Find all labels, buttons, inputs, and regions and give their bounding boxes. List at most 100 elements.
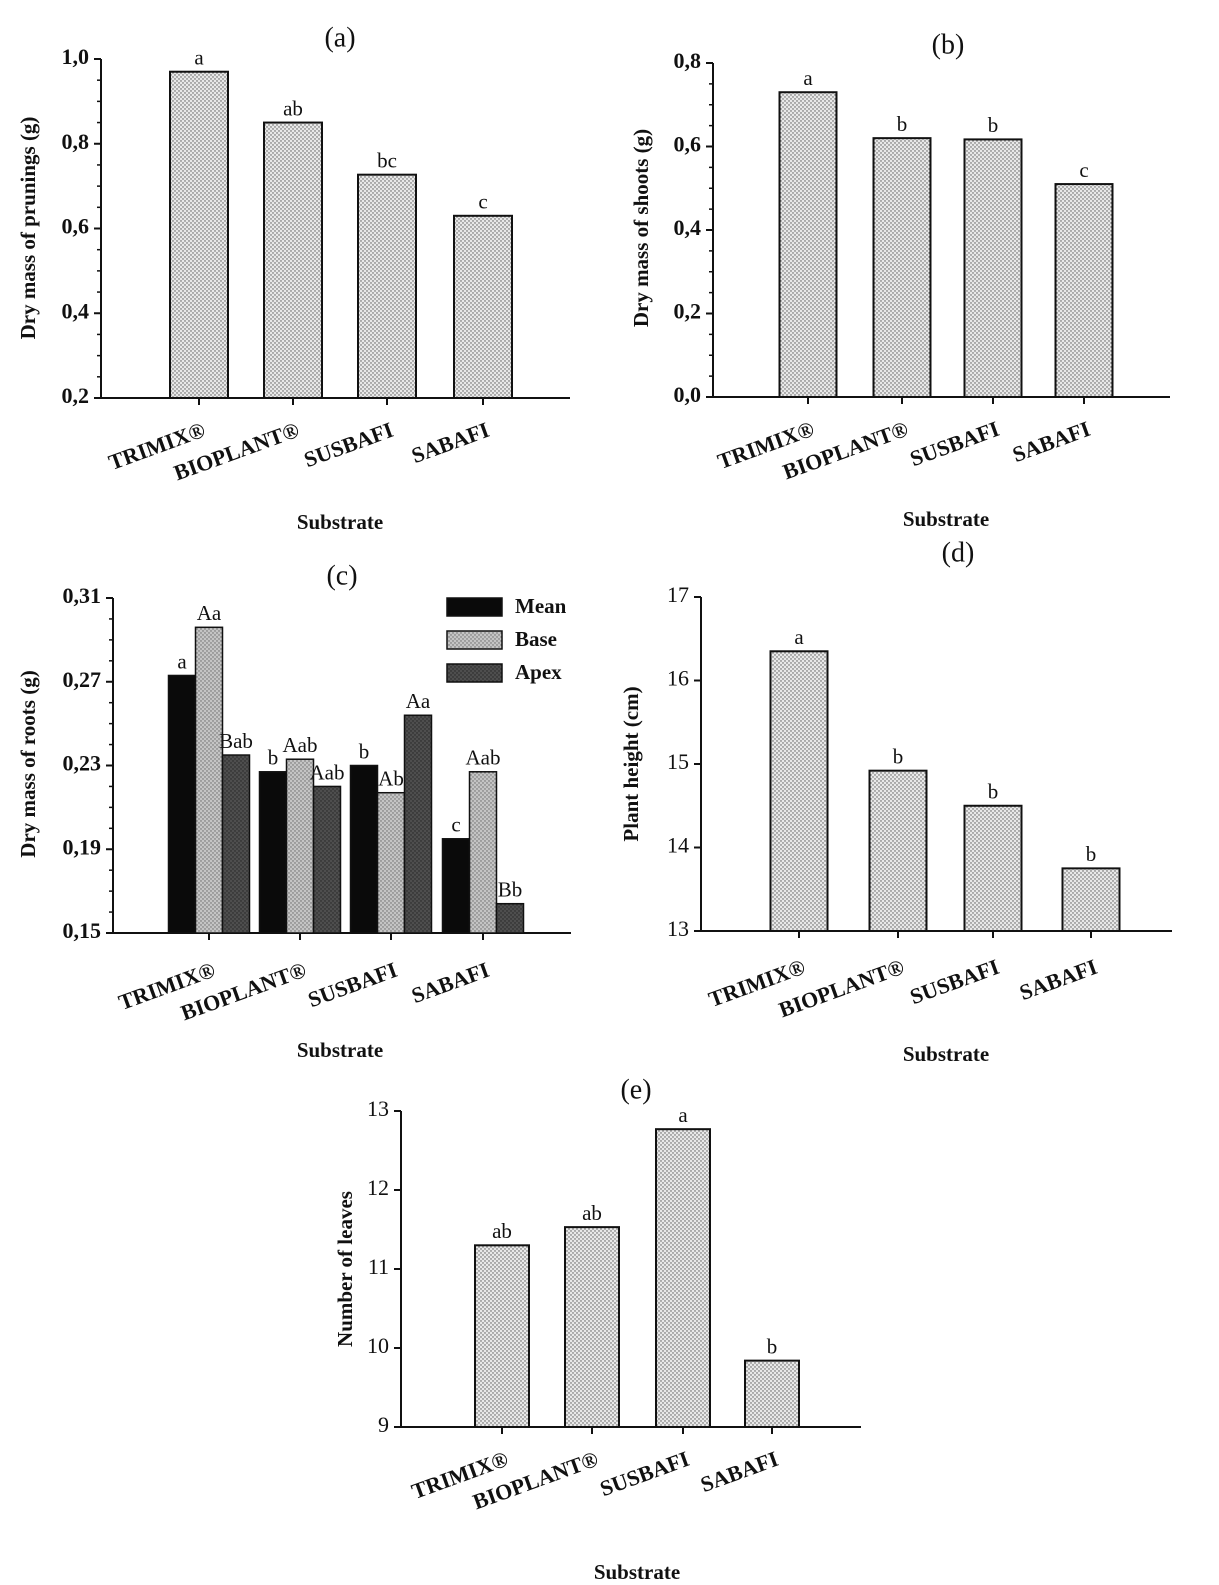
y-tick-label: 14 [667,833,689,858]
chart-panel-c: (c) 0,15 0,19 0,23 0,27 0,31 Dry mass of roots… [16,560,571,1062]
chart-panel-b: (b) 0,0 0,2 0,4 0,6 0,8 Dry mass of shoots (g)… [629,29,1170,531]
category-label: SABAFI [697,1446,781,1497]
x-axis-title: Substrate [594,1560,680,1584]
significance-label: Ab [378,767,404,791]
y-tick-label: 17 [667,582,689,607]
x-axis-title: Substrate [297,510,383,534]
y-axis-title: Number of leaves [333,1191,357,1347]
bar-base-2 [376,791,406,934]
y-tick-label: 0,0 [674,382,702,407]
significance-label: b [893,744,904,768]
bar-apex-2 [403,714,433,934]
panel-label-c: (c) [326,560,357,591]
significance-label: a [678,1103,688,1127]
panel-label-d: (d) [942,537,975,568]
significance-label: b [1086,842,1097,866]
y-tick-label: 1,0 [62,44,90,69]
bar-a-3 [453,214,513,399]
y-axis-title: Dry mass of roots (g) [16,670,40,857]
bar-d-0 [769,650,829,933]
legend-swatch-mean [446,597,503,617]
panel-label-e: (e) [620,1074,651,1105]
significance-label: Aab [310,760,345,784]
category-label: SUSBAFI [305,957,401,1012]
y-tick-label: 0,27 [63,667,102,692]
bar-mean-0 [167,674,197,934]
y-axis-title: Plant height (cm) [619,686,643,841]
y-tick-label: 0,4 [62,298,90,323]
category-label: SABAFI [1016,954,1100,1005]
significance-label: ab [492,1219,512,1243]
y-tick-label: 0,31 [63,583,102,608]
significance-label: c [478,190,487,214]
panel-label-b: (b) [932,29,965,60]
significance-label: Bb [498,878,523,902]
category-label: SUSBAFI [301,417,397,472]
significance-label: a [177,649,187,673]
y-tick-label: 9 [378,1412,389,1437]
legend-label-mean: Mean [515,594,567,618]
significance-label: Aab [466,746,501,770]
y-tick-label: 10 [367,1333,389,1358]
y-tick-label: 13 [367,1096,389,1121]
significance-label: Bab [219,729,253,753]
y-tick-label: 0,19 [63,834,102,859]
significance-label: b [359,739,370,763]
category-label: SABAFI [1009,416,1093,467]
significance-label: b [988,113,999,137]
bar-base-1 [285,758,315,934]
significance-label: c [1079,158,1088,182]
y-tick-label: 0,6 [674,132,702,157]
y-tick-label: 0,8 [62,129,90,154]
bar-e-1 [564,1226,620,1428]
category-label: SABAFI [408,417,492,468]
bar-b-0 [778,91,838,398]
significance-label: bc [377,148,397,172]
bar-mean-2 [349,764,379,934]
significance-label: Aa [197,601,222,625]
panel-label-a: (a) [324,22,355,53]
y-tick-label: 0,4 [674,215,702,240]
significance-label: a [803,66,813,90]
significance-label: b [988,780,999,804]
significance-label: b [767,1334,778,1358]
y-tick-label: 13 [667,916,689,941]
x-axis-title: Substrate [903,507,989,531]
x-axis-title: Substrate [297,1038,383,1062]
significance-label: b [897,112,908,136]
bar-base-0 [194,626,224,934]
significance-label: Aa [406,689,431,713]
bar-d-1 [868,769,928,932]
bar-apex-3 [495,902,525,934]
y-tick-label: 0,8 [674,48,702,73]
y-tick-label: 16 [667,666,689,691]
bar-e-2 [655,1128,711,1429]
bar-apex-1 [312,785,342,934]
y-tick-label: 0,2 [674,299,702,324]
x-axis-title: Substrate [903,1042,989,1066]
bar-e-0 [474,1244,530,1429]
y-tick-label: 15 [667,749,689,774]
legend-label-apex: Apex [515,660,562,684]
significance-label: a [194,46,204,70]
y-axis-title: Dry mass of shoots (g) [629,129,653,327]
bar-a-2 [357,173,417,399]
y-axis-title: Dry mass of prunings (g) [16,117,40,340]
bar-base-3 [468,771,498,934]
bar-d-3 [1061,867,1121,932]
legend-label-base: Base [515,627,557,651]
significance-label: Aab [283,733,318,757]
bar-apex-0 [221,754,251,934]
bar-e-3 [744,1359,800,1429]
bar-b-2 [963,138,1023,398]
chart-panel-a: (a) 0,2 0,4 0,6 0,8 1,0 Dry mass of prunings (… [16,22,570,534]
significance-label: a [794,625,804,649]
y-tick-label: 11 [368,1254,389,1279]
bar-b-3 [1054,183,1114,398]
legend-swatch-base [446,630,503,650]
category-label: SUSBAFI [907,954,1003,1009]
bar-a-1 [263,121,323,399]
